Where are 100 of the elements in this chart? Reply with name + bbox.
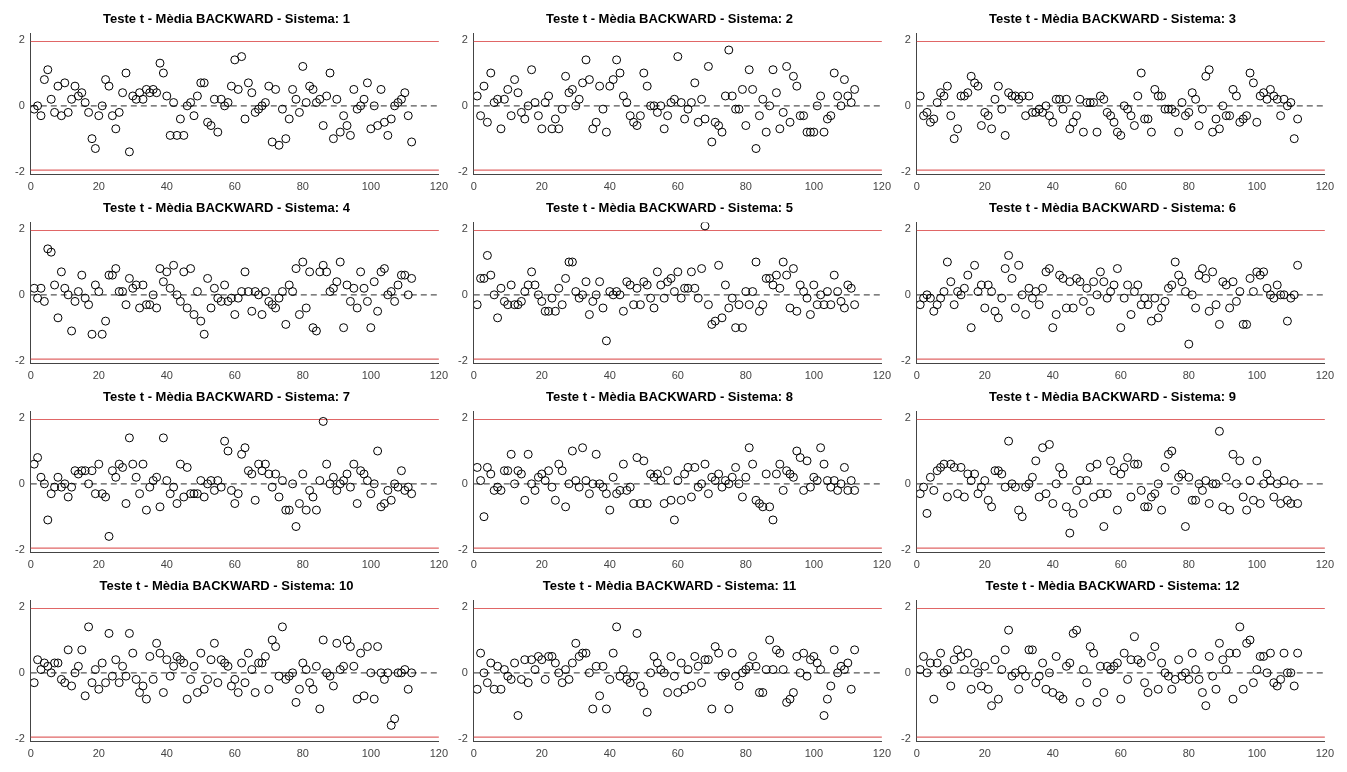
x-tick-label: 80 bbox=[1182, 180, 1195, 193]
x-tick-label: 120 bbox=[1315, 558, 1334, 571]
x-tick-label: 40 bbox=[1046, 558, 1059, 571]
y-tick-label: -2 bbox=[15, 164, 25, 177]
x-tick-label: 60 bbox=[671, 747, 684, 760]
x-tick-label: 120 bbox=[1315, 747, 1334, 760]
x-tick-label: 60 bbox=[671, 180, 684, 193]
x-tick-label: 60 bbox=[1114, 747, 1127, 760]
x-tick-label: 0 bbox=[470, 558, 477, 571]
y-tick-label: 0 bbox=[904, 665, 911, 678]
x-tick-label: 100 bbox=[804, 180, 823, 193]
x-tick-label: 40 bbox=[603, 747, 616, 760]
x-tick-label: 20 bbox=[978, 558, 991, 571]
x-tick-label: 60 bbox=[228, 180, 241, 193]
y-tick-label: 2 bbox=[904, 600, 911, 613]
chart-title: Teste t - Mèdia BACKWARD - Sistema: 5 bbox=[546, 200, 793, 216]
y-tick-label: 2 bbox=[461, 222, 468, 235]
x-tick-label: 100 bbox=[361, 747, 380, 760]
x-tick-label: 120 bbox=[429, 747, 448, 760]
x-tick-label: 20 bbox=[92, 180, 105, 193]
x-tick-label: 60 bbox=[1114, 369, 1127, 382]
x-tick-label: 80 bbox=[296, 747, 309, 760]
y-tick-label: 0 bbox=[18, 98, 25, 111]
x-tick-label: 120 bbox=[1315, 180, 1334, 193]
y-tick-label: 2 bbox=[18, 600, 25, 613]
y-tick-label: 0 bbox=[461, 476, 468, 489]
x-tick-label: 0 bbox=[470, 369, 477, 382]
x-tick-label: 120 bbox=[429, 558, 448, 571]
x-tick-label: 20 bbox=[535, 558, 548, 571]
y-tick-label: 2 bbox=[18, 33, 25, 46]
y-tick-label: 0 bbox=[461, 665, 468, 678]
y-tick-label: -2 bbox=[15, 542, 25, 555]
x-tick-label: 0 bbox=[27, 369, 34, 382]
x-tick-label: 60 bbox=[671, 558, 684, 571]
x-tick-label: 100 bbox=[1247, 180, 1266, 193]
y-tick-label: 0 bbox=[461, 98, 468, 111]
x-tick-label: 40 bbox=[160, 369, 173, 382]
x-tick-label: 60 bbox=[228, 747, 241, 760]
chart-title: Teste t - Mèdia BACKWARD - Sistema: 8 bbox=[546, 389, 793, 405]
x-tick-label: 120 bbox=[872, 180, 891, 193]
y-tick-label: -2 bbox=[901, 542, 911, 555]
x-tick-label: 100 bbox=[361, 558, 380, 571]
chart-title: Teste t - Mèdia BACKWARD - Sistema: 10 bbox=[99, 578, 354, 594]
x-tick-label: 120 bbox=[429, 369, 448, 382]
y-tick-label: -2 bbox=[458, 731, 468, 744]
x-tick-label: 80 bbox=[739, 558, 752, 571]
x-tick-label: 100 bbox=[1247, 369, 1266, 382]
x-tick-label: 80 bbox=[296, 558, 309, 571]
x-tick-label: 100 bbox=[804, 369, 823, 382]
y-tick-label: 2 bbox=[461, 411, 468, 424]
y-tick-label: 2 bbox=[904, 222, 911, 235]
x-tick-label: 80 bbox=[1182, 747, 1195, 760]
y-tick-label: -2 bbox=[15, 353, 25, 366]
x-tick-label: 20 bbox=[92, 369, 105, 382]
y-tick-label: 0 bbox=[461, 287, 468, 300]
x-tick-label: 0 bbox=[27, 558, 34, 571]
y-tick-label: 0 bbox=[904, 287, 911, 300]
y-tick-label: 2 bbox=[904, 411, 911, 424]
x-tick-label: 20 bbox=[535, 369, 548, 382]
x-tick-label: 20 bbox=[978, 180, 991, 193]
y-tick-label: -2 bbox=[901, 353, 911, 366]
y-tick-label: 2 bbox=[904, 33, 911, 46]
x-tick-label: 80 bbox=[296, 369, 309, 382]
x-tick-label: 80 bbox=[739, 180, 752, 193]
x-tick-label: 20 bbox=[535, 747, 548, 760]
x-tick-label: 100 bbox=[804, 558, 823, 571]
y-tick-label: -2 bbox=[458, 353, 468, 366]
x-tick-label: 0 bbox=[913, 369, 920, 382]
y-tick-label: 2 bbox=[18, 222, 25, 235]
x-tick-label: 120 bbox=[429, 180, 448, 193]
chart-title: Teste t - Mèdia BACKWARD - Sistema: 2 bbox=[546, 11, 793, 27]
x-tick-label: 60 bbox=[1114, 180, 1127, 193]
x-tick-label: 40 bbox=[160, 747, 173, 760]
y-tick-label: -2 bbox=[901, 731, 911, 744]
x-tick-label: 0 bbox=[913, 558, 920, 571]
x-tick-label: 60 bbox=[228, 369, 241, 382]
x-tick-label: 0 bbox=[470, 180, 477, 193]
x-tick-label: 0 bbox=[913, 180, 920, 193]
chart-title: Teste t - Mèdia BACKWARD - Sistema: 9 bbox=[989, 389, 1236, 405]
chart-title: Teste t - Mèdia BACKWARD - Sistema: 6 bbox=[989, 200, 1236, 216]
x-tick-label: 40 bbox=[160, 558, 173, 571]
chart-title: Teste t - Mèdia BACKWARD - Sistema: 4 bbox=[103, 200, 351, 216]
y-tick-label: -2 bbox=[15, 731, 25, 744]
x-tick-label: 40 bbox=[603, 369, 616, 382]
x-tick-label: 0 bbox=[27, 747, 34, 760]
y-tick-label: 0 bbox=[18, 476, 25, 489]
y-tick-label: -2 bbox=[901, 164, 911, 177]
y-tick-label: -2 bbox=[458, 542, 468, 555]
x-tick-label: 60 bbox=[228, 558, 241, 571]
x-tick-label: 60 bbox=[671, 369, 684, 382]
chart-title: Teste t - Mèdia BACKWARD - Sistema: 1 bbox=[103, 11, 350, 27]
x-tick-label: 0 bbox=[27, 180, 34, 193]
chart-title: Teste t - Mèdia BACKWARD - Sistema: 3 bbox=[989, 11, 1236, 27]
x-tick-label: 60 bbox=[1114, 558, 1127, 571]
x-tick-label: 40 bbox=[160, 180, 173, 193]
x-tick-label: 40 bbox=[603, 558, 616, 571]
x-tick-label: 80 bbox=[739, 369, 752, 382]
x-tick-label: 80 bbox=[296, 180, 309, 193]
y-tick-label: -2 bbox=[458, 164, 468, 177]
x-tick-label: 20 bbox=[92, 558, 105, 571]
